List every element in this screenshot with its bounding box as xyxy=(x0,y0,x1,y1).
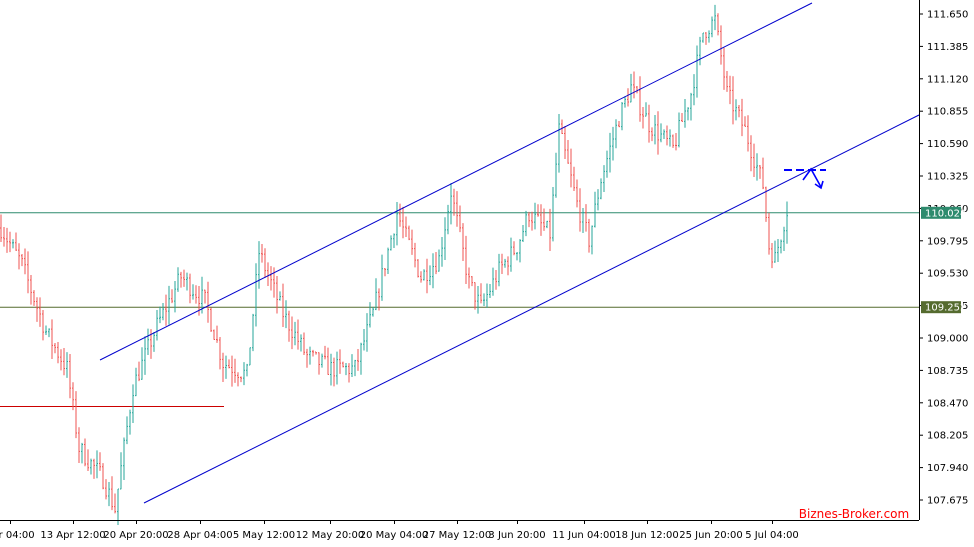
price-tick-label: 109.795 xyxy=(927,236,968,247)
time-tick-label: Apr 04:00 xyxy=(0,530,35,541)
time-tick-label: 3 Jun 20:00 xyxy=(488,530,545,541)
price-tick-label: 110.590 xyxy=(927,139,968,150)
time-tick-label: 18 Jun 12:00 xyxy=(615,530,679,541)
time-tick-label: 20 Apr 20:00 xyxy=(103,530,168,541)
price-axis: 111.650 111.385 111.120 110.855 110.590 110.3… xyxy=(919,10,968,507)
price-tick-label: 111.385 xyxy=(927,42,968,53)
price-tick-label: 111.120 xyxy=(927,74,968,85)
time-tick-label: 12 May 20:00 xyxy=(296,530,365,541)
price-tick-label: 107.940 xyxy=(927,463,968,474)
time-tick-label: 27 May 12:00 xyxy=(423,530,492,541)
price-tag-label: 110.024 xyxy=(925,208,966,219)
time-tick-label: 5 May 12:00 xyxy=(233,530,295,541)
price-tick-label: 108.735 xyxy=(927,366,968,377)
price-tags: 110.024 109.252 xyxy=(921,207,966,314)
price-tick-label: 108.470 xyxy=(927,398,968,409)
price-tag-label: 109.252 xyxy=(925,303,966,314)
time-tick-label: 11 Jun 04:00 xyxy=(552,530,616,541)
price-tick-label: 107.675 xyxy=(927,496,968,507)
time-tick-label: 13 Apr 12:00 xyxy=(40,530,105,541)
watermark-text: Biznes-Broker.com xyxy=(799,507,909,521)
time-tick-label: 25 Jun 20:00 xyxy=(679,530,743,541)
plot-area xyxy=(0,0,919,520)
time-tick-label: 5 Jul 04:00 xyxy=(745,530,799,541)
price-tick-label: 109.000 xyxy=(927,334,968,345)
price-tick-label: 108.205 xyxy=(927,431,968,442)
price-tick-label: 110.855 xyxy=(927,107,968,118)
price-tick-label: 111.650 xyxy=(927,10,968,21)
time-tick-label: 28 Apr 04:00 xyxy=(167,530,232,541)
price-tick-label: 110.325 xyxy=(927,172,968,183)
price-tick-label: 109.530 xyxy=(927,269,968,280)
time-tick-label: 20 May 04:00 xyxy=(360,530,429,541)
